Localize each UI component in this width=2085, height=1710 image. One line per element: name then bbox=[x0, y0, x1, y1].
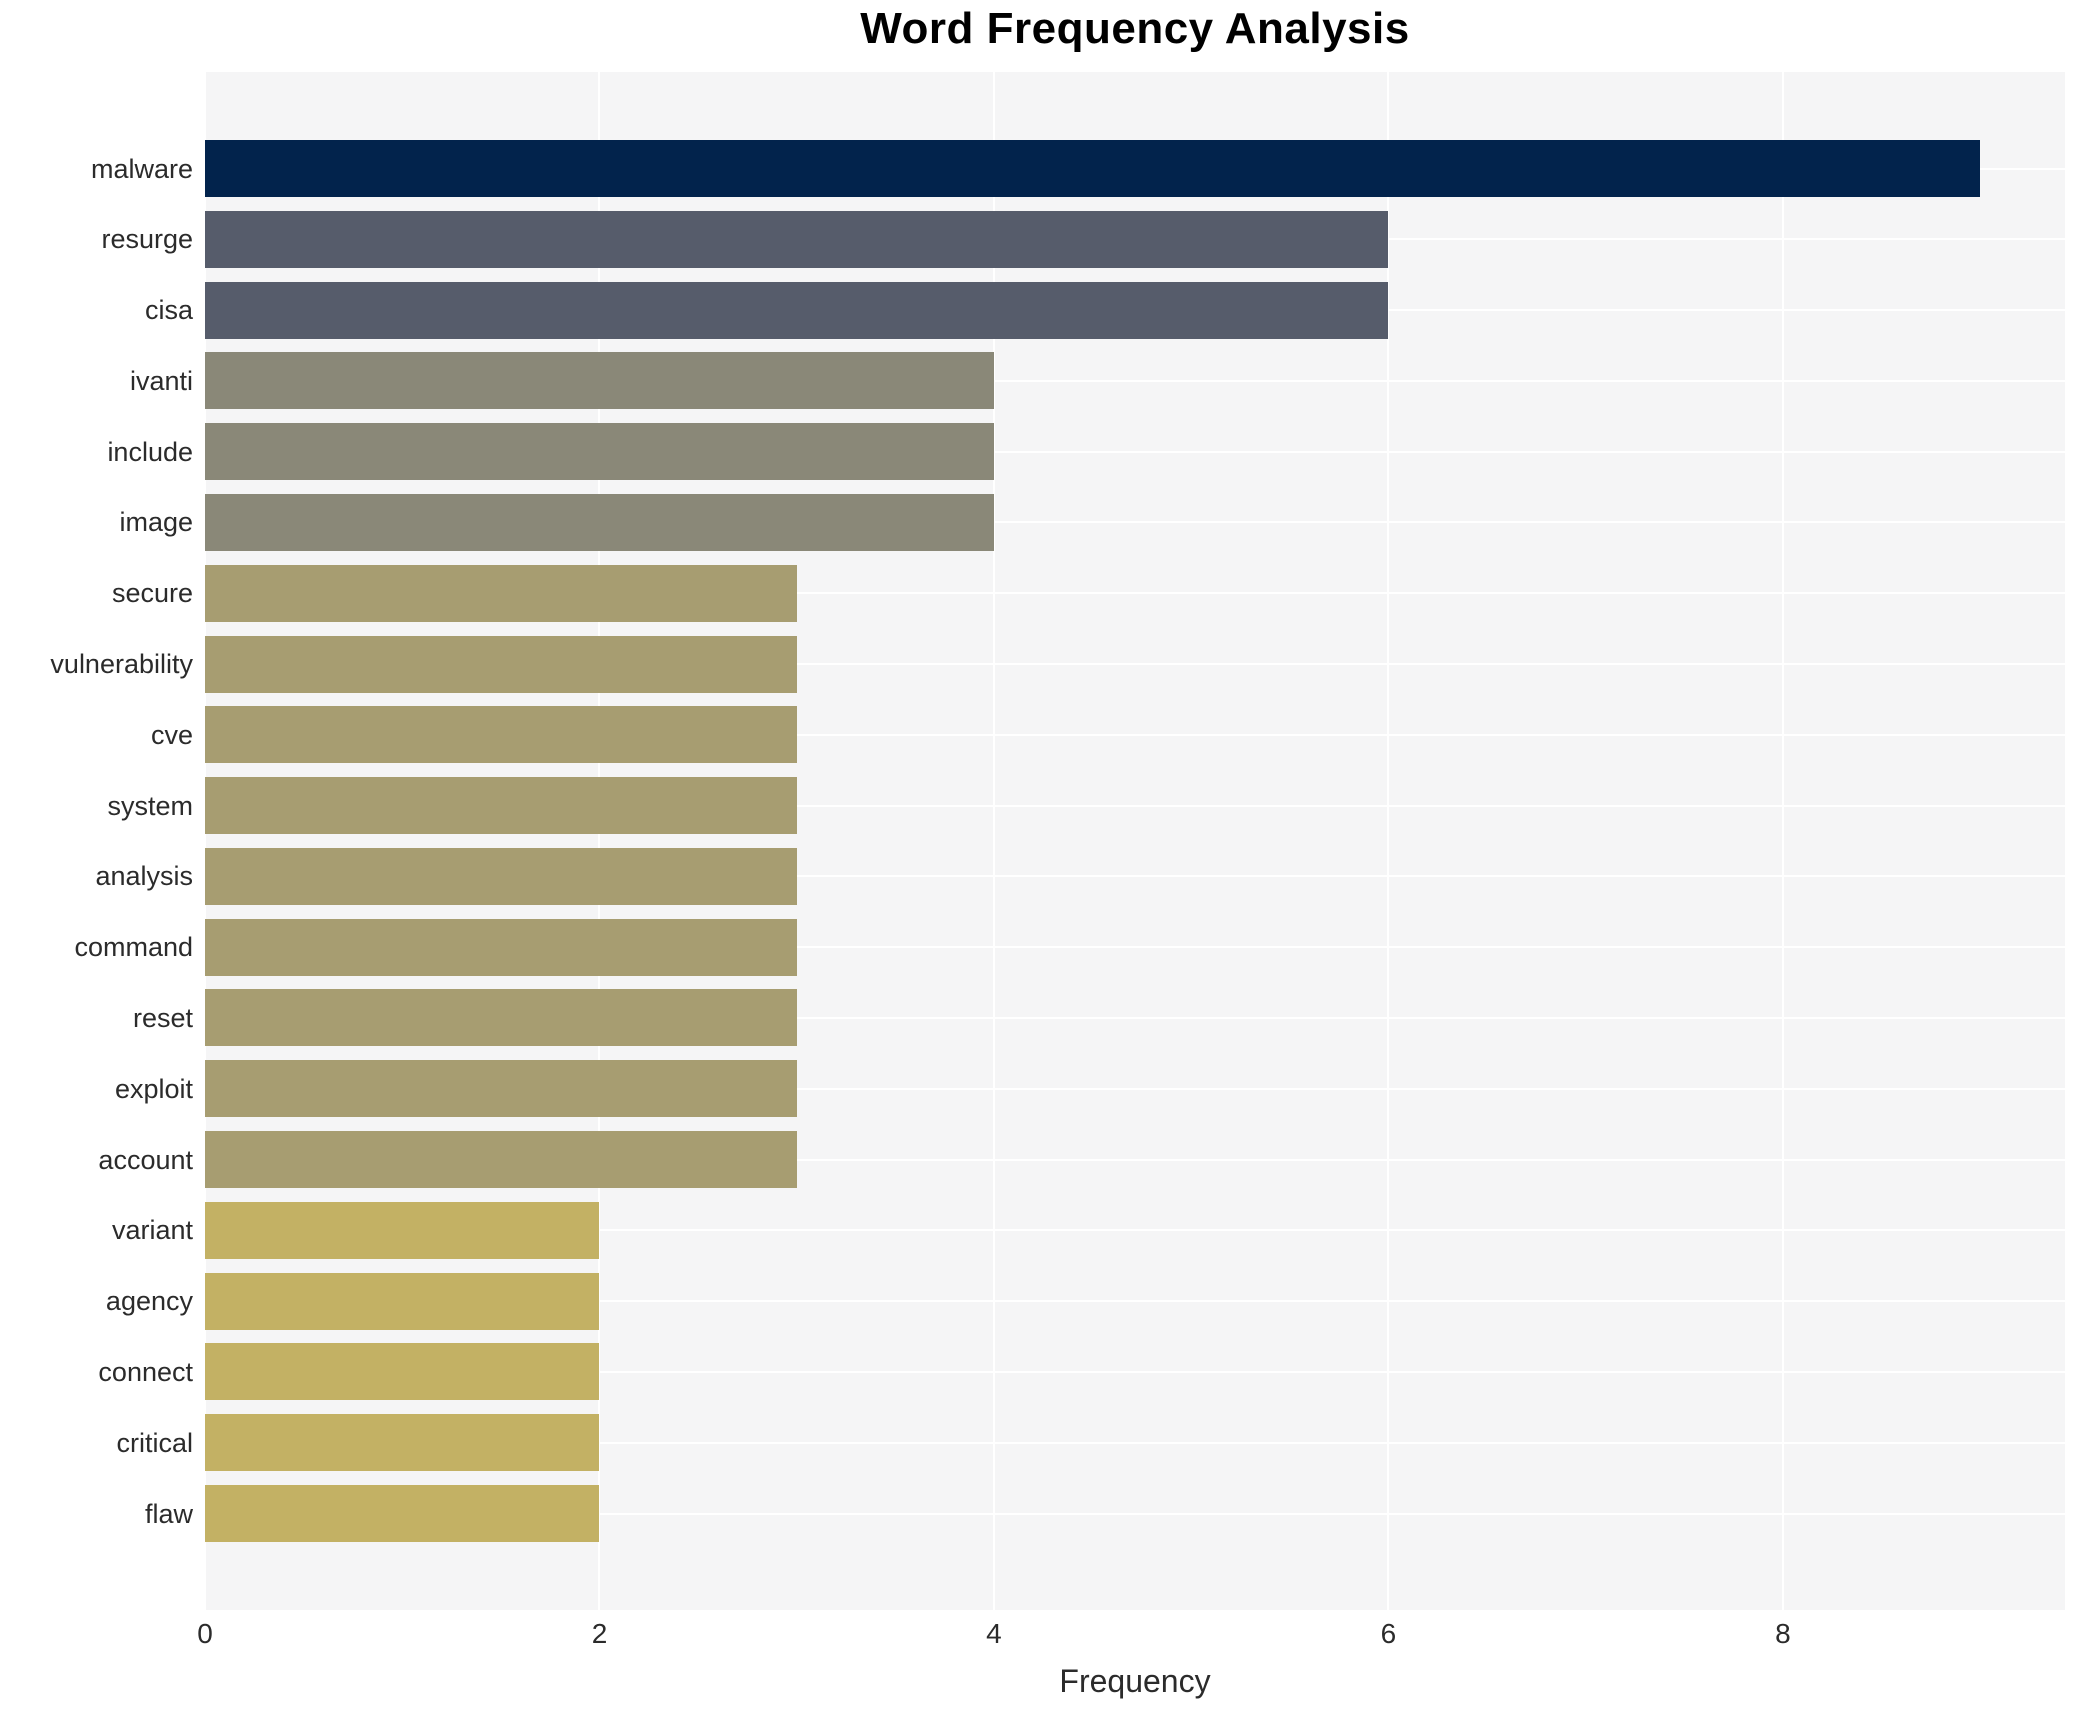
y-label-flaw: flaw bbox=[144, 1498, 193, 1529]
gridline-vertical-2 bbox=[598, 72, 601, 1610]
y-label-connect: connect bbox=[98, 1356, 193, 1387]
y-label-malware: malware bbox=[90, 153, 193, 184]
chart-title: Word Frequency Analysis bbox=[860, 4, 1410, 53]
bar-connect bbox=[205, 1343, 600, 1401]
y-label-system: system bbox=[107, 790, 193, 821]
bar-variant bbox=[205, 1201, 600, 1259]
y-label-critical: critical bbox=[116, 1427, 193, 1458]
gridline-vertical-6 bbox=[1387, 72, 1390, 1610]
y-label-variant: variant bbox=[111, 1215, 193, 1246]
y-label-vulnerability: vulnerability bbox=[50, 649, 193, 680]
gridline-horizontal-secure bbox=[205, 592, 2065, 595]
gridline-horizontal-include bbox=[205, 450, 2065, 453]
y-label-image: image bbox=[119, 507, 193, 538]
y-label-resurge: resurge bbox=[101, 224, 193, 255]
y-label-command: command bbox=[74, 932, 193, 963]
gridline-horizontal-account bbox=[205, 1158, 2065, 1161]
y-label-secure: secure bbox=[111, 578, 193, 609]
bar-resurge bbox=[205, 210, 1389, 268]
bar-secure bbox=[205, 564, 797, 622]
gridline-horizontal-exploit bbox=[205, 1087, 2065, 1090]
bar-malware bbox=[205, 140, 1981, 197]
bar-critical bbox=[205, 1414, 600, 1472]
gridline-horizontal-critical bbox=[205, 1441, 2065, 1444]
gridline-horizontal-flaw bbox=[205, 1512, 2065, 1515]
gridline-horizontal-cve bbox=[205, 733, 2065, 736]
x-tick-4: 4 bbox=[986, 1618, 1002, 1649]
bar-analysis bbox=[205, 847, 797, 905]
bar-reset bbox=[205, 989, 797, 1047]
gridline-horizontal-connect bbox=[205, 1370, 2065, 1373]
bar-include bbox=[205, 423, 994, 481]
gridline-horizontal-command bbox=[205, 946, 2065, 949]
bar-exploit bbox=[205, 1060, 797, 1118]
y-label-cve: cve bbox=[150, 719, 193, 750]
x-tick-8: 8 bbox=[1775, 1618, 1791, 1649]
y-label-agency: agency bbox=[105, 1286, 193, 1317]
gridline-vertical-4 bbox=[992, 72, 995, 1610]
y-label-analysis: analysis bbox=[95, 861, 193, 892]
gridline-vertical-8 bbox=[1781, 72, 1784, 1610]
y-label-exploit: exploit bbox=[114, 1073, 193, 1104]
bar-cve bbox=[205, 706, 797, 764]
bar-image bbox=[205, 493, 994, 551]
gridline-horizontal-image bbox=[205, 521, 2065, 524]
bar-cisa bbox=[205, 281, 1389, 339]
bar-agency bbox=[205, 1272, 600, 1330]
x-tick-0: 0 bbox=[197, 1618, 213, 1649]
bar-command bbox=[205, 918, 797, 976]
gridline-horizontal-variant bbox=[205, 1229, 2065, 1232]
bar-system bbox=[205, 777, 797, 835]
x-tick-2: 2 bbox=[591, 1618, 608, 1649]
gridline-horizontal-system bbox=[205, 804, 2065, 807]
bar-ivanti bbox=[205, 352, 994, 410]
bar-account bbox=[205, 1131, 797, 1189]
x-axis-title: Frequency bbox=[1059, 1663, 1211, 1699]
gridline-horizontal-reset bbox=[205, 1016, 2065, 1019]
bar-flaw bbox=[205, 1485, 600, 1542]
x-tick-6: 6 bbox=[1380, 1618, 1397, 1649]
y-label-cisa: cisa bbox=[144, 295, 193, 326]
y-label-ivanti: ivanti bbox=[129, 365, 193, 396]
gridline-vertical-0 bbox=[204, 72, 206, 1610]
bar-vulnerability bbox=[205, 635, 797, 693]
gridline-horizontal-agency bbox=[205, 1300, 2065, 1303]
y-label-reset: reset bbox=[132, 1002, 193, 1033]
gridline-horizontal-vulnerability bbox=[205, 663, 2065, 666]
plot-area bbox=[204, 72, 2065, 1610]
gridline-horizontal-ivanti bbox=[205, 379, 2065, 382]
y-label-include: include bbox=[107, 436, 193, 467]
gridline-horizontal-analysis bbox=[205, 875, 2065, 878]
y-label-account: account bbox=[98, 1144, 193, 1175]
